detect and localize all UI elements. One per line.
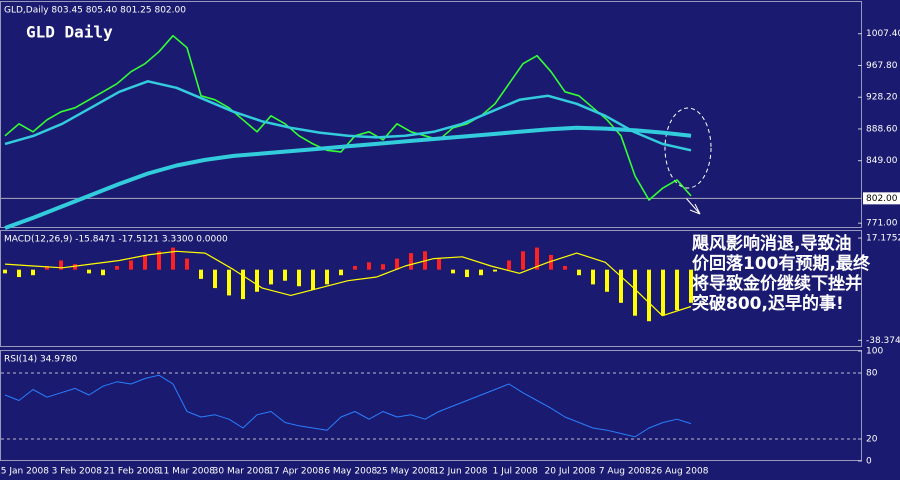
histogram-bar bbox=[17, 269, 21, 278]
histogram-bar bbox=[633, 269, 637, 316]
histogram-bar bbox=[507, 260, 511, 270]
x-tick-label: 3 Feb 2008 bbox=[52, 467, 103, 477]
histogram-bar bbox=[185, 258, 189, 270]
y-tick-label: 849.00 bbox=[866, 156, 898, 166]
x-tick-label: 30 Mar 2008 bbox=[213, 467, 270, 477]
histogram-bar bbox=[129, 260, 133, 270]
histogram-bar bbox=[227, 269, 231, 296]
y-tick-label: 0 bbox=[866, 457, 872, 467]
x-tick-label: 12 Jun 2008 bbox=[433, 467, 487, 477]
series-line bbox=[4, 80, 692, 152]
x-tick-label: 21 Feb 2008 bbox=[104, 467, 160, 477]
x-tick-label: 11 Mar 2008 bbox=[158, 467, 215, 477]
annotation: 飓风影响消退,导致油 bbox=[692, 233, 851, 254]
last-price-label: 802.00 bbox=[866, 194, 898, 204]
histogram-bar bbox=[87, 269, 91, 274]
x-tick-label: 6 May 2008 bbox=[324, 467, 377, 477]
annotation: 突破800,迟早的事! bbox=[692, 293, 844, 314]
last-price-box bbox=[863, 192, 900, 205]
histogram-bar bbox=[339, 269, 343, 276]
histogram-bar bbox=[325, 269, 329, 285]
y-tick-label: 80 bbox=[866, 369, 878, 379]
y-tick-label: 1007.40 bbox=[866, 29, 900, 39]
histogram-bar bbox=[437, 258, 441, 270]
y-tick-label: 928.20 bbox=[866, 93, 898, 103]
histogram-bar bbox=[563, 265, 567, 270]
y-tick-label: -38.3744 bbox=[866, 336, 900, 346]
panel-label: MACD(12,26,9) -15.8471 -17.5121 3.3300 0… bbox=[4, 235, 228, 245]
histogram-bar bbox=[367, 262, 371, 270]
histogram-bar bbox=[73, 264, 77, 270]
y-tick-label: 20 bbox=[866, 435, 878, 445]
histogram-bar bbox=[591, 269, 595, 285]
histogram-bar bbox=[605, 269, 609, 292]
histogram-bar bbox=[521, 251, 525, 270]
histogram-bar bbox=[241, 269, 245, 300]
y-tick-label: 17.1752 bbox=[866, 234, 900, 244]
histogram-bar bbox=[661, 269, 665, 316]
x-tick-label: 25 May 2008 bbox=[376, 467, 435, 477]
histogram-bar bbox=[479, 269, 483, 276]
histogram-bar bbox=[115, 265, 119, 270]
x-tick-label: 15 Jan 2008 bbox=[0, 467, 49, 477]
histogram-bar bbox=[451, 269, 455, 274]
histogram-bar bbox=[311, 269, 315, 290]
histogram-bar bbox=[675, 269, 679, 311]
histogram-bar bbox=[101, 269, 105, 276]
histogram-bar bbox=[143, 254, 147, 270]
histogram-bar bbox=[409, 253, 413, 270]
histogram-bar bbox=[59, 260, 63, 270]
histogram-bar bbox=[619, 269, 623, 303]
histogram-bar bbox=[297, 269, 301, 287]
x-tick-label: 26 Aug 2008 bbox=[651, 467, 709, 477]
histogram-bar bbox=[45, 265, 49, 270]
rsi-frame bbox=[0, 350, 862, 461]
histogram-bar bbox=[549, 254, 553, 270]
price-frame bbox=[0, 1, 862, 228]
x-tick-label: 17 Apr 2008 bbox=[268, 467, 324, 477]
histogram-bar bbox=[213, 269, 217, 289]
histogram-bar bbox=[395, 258, 399, 270]
series-line bbox=[4, 250, 692, 317]
histogram-bar bbox=[157, 251, 161, 270]
series-line bbox=[4, 34, 692, 201]
series-line bbox=[4, 374, 692, 438]
histogram-bar bbox=[31, 269, 35, 276]
histogram-bar bbox=[647, 269, 651, 322]
y-tick-label: 100 bbox=[866, 347, 883, 357]
histogram-bar bbox=[493, 269, 497, 272]
histogram-bar bbox=[465, 269, 469, 278]
annotation: 将导致金价继续下挫并 bbox=[692, 273, 862, 294]
chart-title: GLD Daily bbox=[26, 23, 113, 42]
histogram-bar bbox=[3, 269, 7, 274]
histogram-bar bbox=[535, 247, 539, 270]
arrow bbox=[685, 197, 701, 215]
x-tick-label: 7 Aug 2008 bbox=[599, 467, 651, 477]
histogram-bar bbox=[269, 269, 273, 285]
y-tick-label: 888.60 bbox=[866, 124, 898, 134]
y-tick-label: 771.00 bbox=[866, 219, 898, 229]
histogram-bar bbox=[199, 269, 203, 279]
macd-frame bbox=[0, 230, 862, 347]
panel-label: GLD,Daily 803.45 805.40 801.25 802.00 bbox=[4, 6, 186, 16]
y-tick-label: 967.80 bbox=[866, 61, 898, 71]
series-line bbox=[4, 125, 692, 230]
annotation: 价回落100有预期,最终 bbox=[692, 253, 871, 274]
histogram-bar bbox=[689, 269, 693, 303]
histogram-bar bbox=[255, 269, 259, 292]
panel-label: RSI(14) 34.9780 bbox=[4, 355, 77, 365]
x-tick-label: 1 Jul 2008 bbox=[493, 467, 538, 477]
histogram-bar bbox=[171, 247, 175, 270]
histogram-bar bbox=[353, 265, 357, 270]
x-tick-label: 20 Jul 2008 bbox=[545, 467, 596, 477]
highlight-ellipse bbox=[664, 107, 712, 189]
histogram-bar bbox=[381, 264, 385, 270]
histogram-bar bbox=[283, 269, 287, 281]
histogram-bar bbox=[577, 269, 581, 276]
